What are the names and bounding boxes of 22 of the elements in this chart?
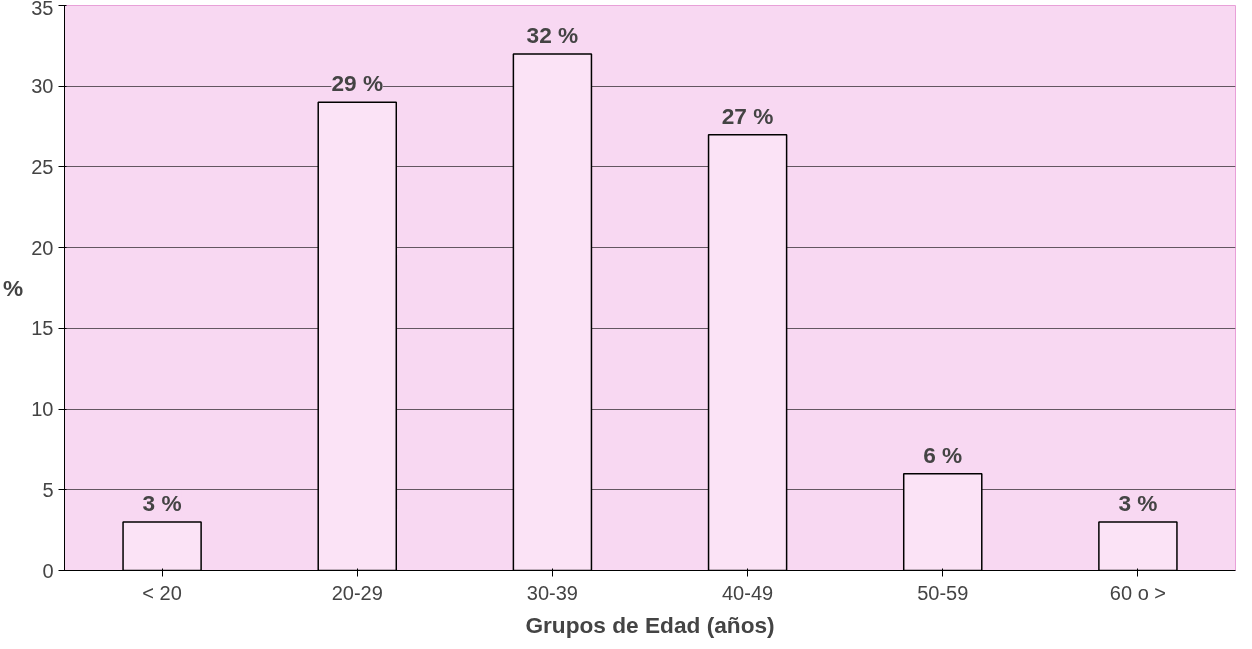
- x-tick-label: 40-49: [722, 581, 774, 604]
- data-label: 6 %: [923, 441, 963, 468]
- data-label: 3 %: [142, 490, 182, 517]
- y-tick-label: 25: [31, 155, 54, 178]
- x-tick-label: 60 o >: [1109, 581, 1167, 604]
- data-label: 32 %: [526, 21, 579, 48]
- data-label: 29 %: [331, 70, 384, 97]
- y-tick-label: 10: [31, 398, 54, 421]
- y-axis-title: %: [3, 275, 24, 301]
- y-tick-label: 0: [42, 559, 54, 582]
- y-tick-label: 5: [42, 478, 54, 501]
- y-tick-label: 35: [31, 0, 54, 19]
- y-tick-label: 30: [31, 75, 54, 98]
- x-tick-label: < 20: [142, 581, 182, 604]
- x-axis-title: Grupos de Edad (años): [525, 611, 775, 638]
- data-label: 27 %: [721, 102, 774, 129]
- data-label: 3 %: [1118, 490, 1158, 517]
- y-tick-label: 20: [31, 236, 54, 259]
- x-tick-label: 30-39: [526, 581, 578, 604]
- x-tick-label: 50-59: [917, 581, 969, 604]
- x-tick-label: 20-29: [331, 581, 383, 604]
- y-tick-label: 15: [31, 317, 54, 340]
